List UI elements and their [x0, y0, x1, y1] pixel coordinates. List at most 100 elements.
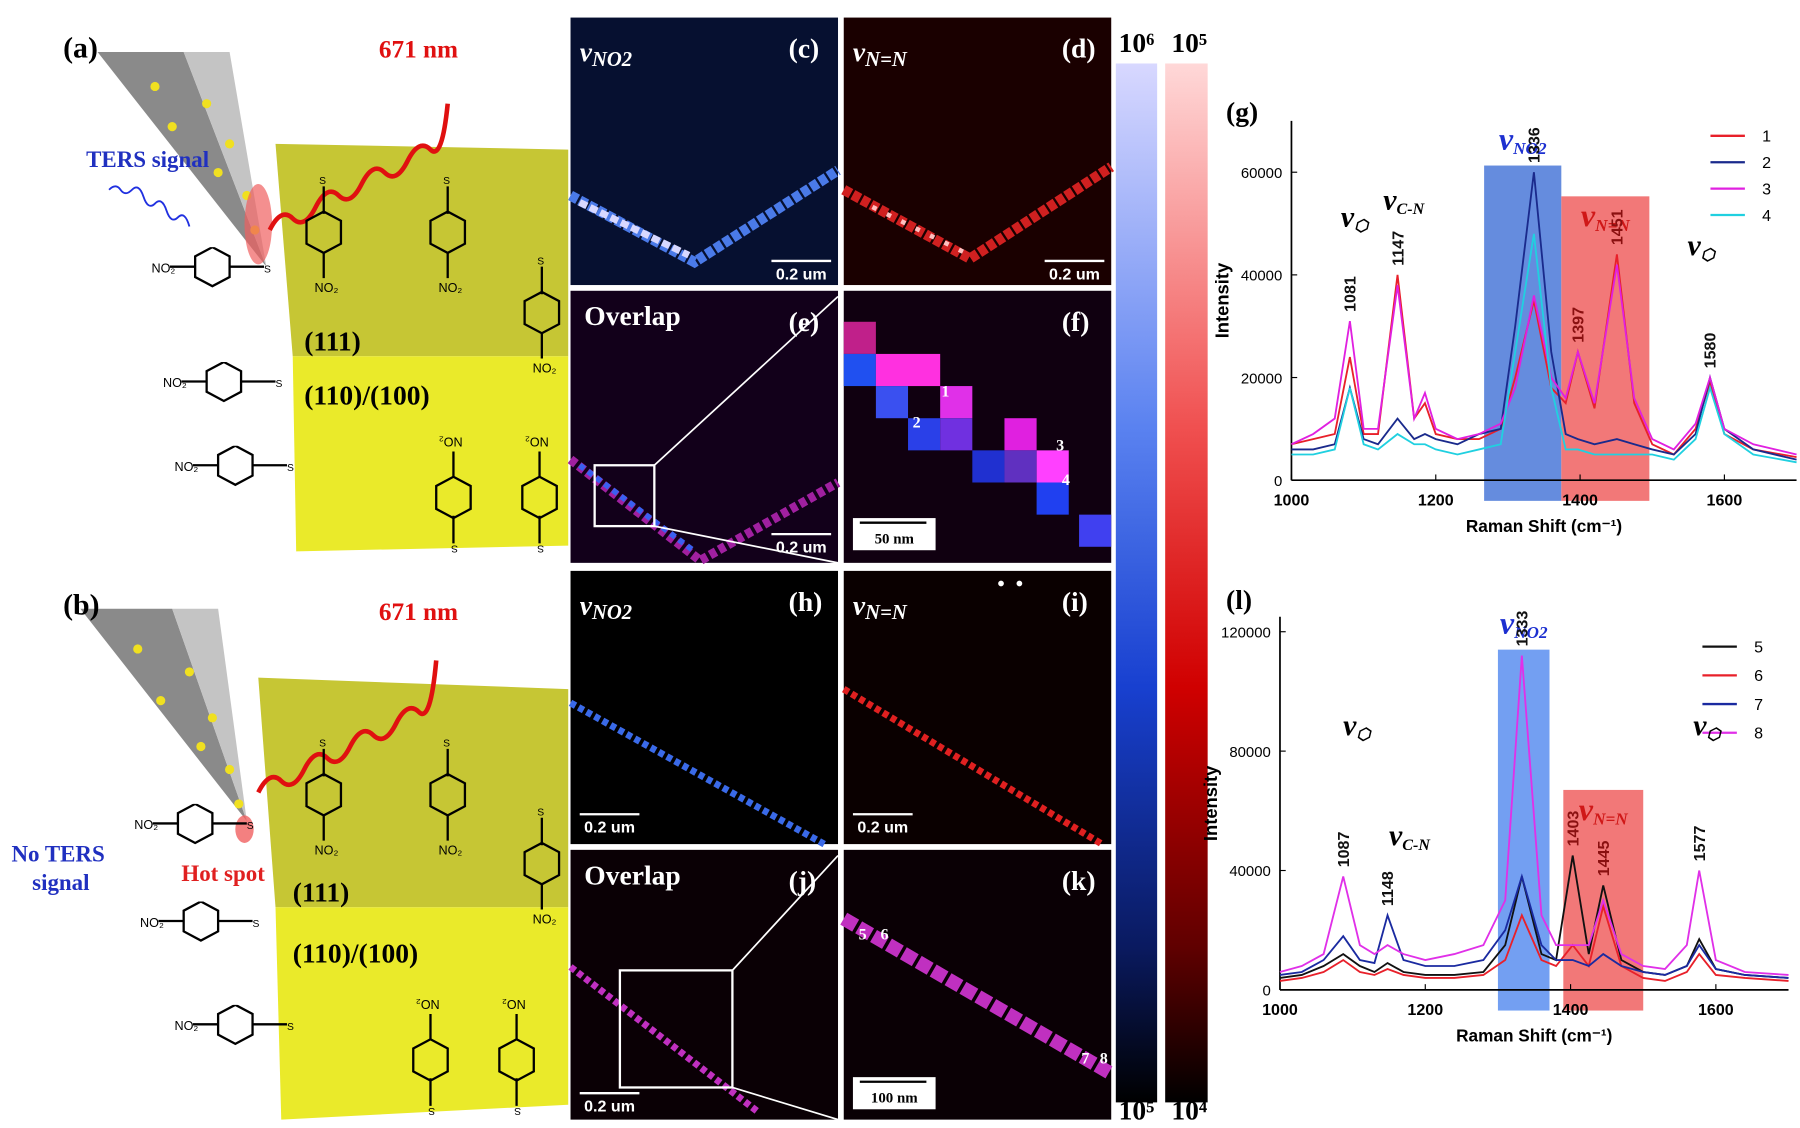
x-axis-label: Raman Shift (cm⁻¹)	[1456, 1026, 1612, 1046]
y-tick-label: 120000	[1221, 624, 1271, 641]
schematic-b: (b) 671 nm No TERS signal Hot spot (111)…	[11, 589, 569, 1120]
rect	[843, 17, 1112, 286]
use	[173, 445, 296, 486]
x-tick-label: 1600	[1698, 1001, 1734, 1019]
legend-label: 4	[1762, 207, 1771, 225]
rect	[875, 386, 909, 419]
y-tick-label: 0	[1262, 983, 1270, 1000]
rect	[618, 969, 734, 1089]
x-axis-label: Raman Shift (cm⁻¹)	[1466, 516, 1622, 536]
y-tick-label: 0	[1274, 473, 1282, 490]
map-label: (k)	[1062, 865, 1096, 896]
scale-label: 0.2 um	[584, 819, 635, 837]
symbol: ν	[1499, 120, 1514, 156]
rect	[940, 418, 973, 451]
symbol: ν	[1688, 229, 1702, 262]
rect	[570, 290, 839, 563]
x-tick-label: 1000	[1262, 1001, 1298, 1019]
rect	[875, 353, 941, 387]
subscript: ⬡	[1354, 218, 1370, 235]
maps: 10⁶ 10⁵ 10⁵ 10⁴	[567, 17, 1208, 1126]
spot-label: 1	[941, 383, 949, 400]
panel-label: (g)	[1226, 96, 1258, 127]
colorbar	[1115, 63, 1158, 1103]
spot-label: 2	[913, 414, 921, 431]
subscript: C-N	[1397, 201, 1426, 218]
signal-label: TERS signal	[86, 147, 209, 172]
panel-label: (b)	[63, 589, 99, 622]
scale-label: 0.2 um	[584, 1098, 635, 1116]
colorbar-bottom: 10⁵	[1119, 1095, 1155, 1126]
x-tick-label: 1200	[1418, 491, 1454, 509]
x-tick-label: 1000	[1274, 491, 1310, 509]
subscript: N=N	[864, 602, 908, 624]
subscript: NO2	[591, 49, 632, 71]
circle	[156, 696, 166, 706]
polygon	[97, 52, 267, 267]
circle	[196, 741, 206, 752]
circle	[133, 644, 143, 654]
scale-label: 0.2 um	[776, 265, 827, 283]
band-label: νNO2	[1500, 605, 1548, 643]
subscript: ⬡	[1701, 247, 1717, 264]
map-title: νN=N	[853, 590, 908, 625]
path	[267, 103, 450, 232]
legend-label: 6	[1754, 667, 1763, 685]
rect	[843, 321, 876, 354]
spot-label: 5	[859, 926, 867, 943]
peak-label: 1087	[1335, 831, 1353, 867]
rect	[1036, 450, 1069, 483]
y-tick-label: 40000	[1229, 863, 1270, 880]
scale-label: 0.2 um	[1049, 265, 1100, 283]
map-title: Overlap	[584, 300, 680, 331]
colorbar-top: 10⁶	[1119, 27, 1155, 58]
rect	[570, 849, 839, 1120]
map-title: Overlap	[584, 859, 680, 890]
mode-label: νC-N	[1383, 183, 1425, 218]
ellipse	[244, 184, 273, 265]
line	[732, 1086, 839, 1121]
peak-label: 1445	[1595, 840, 1613, 876]
rect	[843, 849, 1112, 1120]
signal-label: No TERS	[11, 841, 104, 866]
laser-label: 671 nm	[379, 598, 458, 626]
rect	[570, 570, 839, 845]
series-line	[1291, 172, 1797, 461]
series-line	[1279, 873, 1789, 979]
subscript: ⬡	[1706, 727, 1722, 744]
x-tick-label: 1600	[1707, 491, 1743, 509]
series-line	[1279, 655, 1789, 976]
band-label: νN=N	[1579, 791, 1628, 829]
y-axis-label: Intensity	[1200, 765, 1221, 841]
series-line	[1291, 264, 1797, 456]
polyline	[841, 162, 1115, 265]
symbol: ν	[853, 36, 866, 67]
symbol: ν	[580, 36, 593, 67]
use	[161, 361, 284, 403]
circle	[150, 81, 160, 92]
scale-label: 0.2 um	[857, 819, 908, 837]
map-title: νNO2	[580, 36, 632, 71]
pixels	[843, 321, 1112, 547]
band-label: νNO2	[1499, 120, 1547, 158]
map-title: νNO2	[580, 590, 632, 625]
map-label: (e)	[789, 306, 820, 337]
polyline	[871, 204, 972, 258]
circle	[202, 99, 212, 109]
x-tick-label: 1400	[1553, 1001, 1589, 1019]
y-axis-label: Intensity	[1211, 262, 1232, 338]
spot-label: 8	[1100, 1050, 1108, 1067]
subscript: NO2	[591, 602, 632, 624]
mode-label: ν⬡	[1693, 709, 1722, 744]
peak-label: 1580	[1702, 333, 1720, 369]
scale-label: 50 nm	[875, 531, 915, 547]
legend-label: 5	[1754, 638, 1763, 656]
panel-label: (a)	[63, 32, 98, 65]
line	[731, 854, 839, 971]
map-label: (j)	[789, 865, 817, 896]
peak-label: 1081	[1342, 276, 1360, 312]
facet-label: (110)/(100)	[293, 937, 418, 968]
subscript: ⬡	[1356, 727, 1372, 744]
